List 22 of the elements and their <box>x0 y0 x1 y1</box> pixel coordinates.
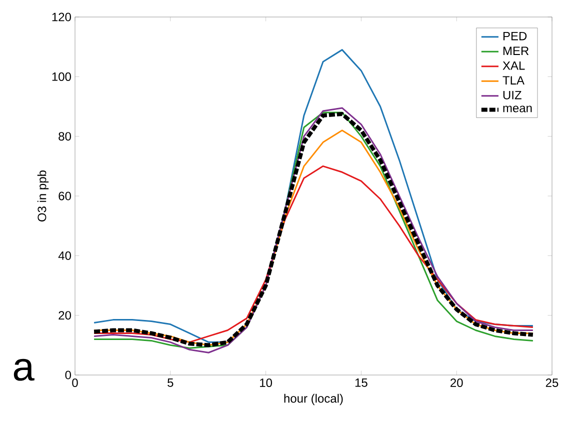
x-axis-title: hour (local) <box>284 394 343 406</box>
legend-label: MER <box>503 46 529 55</box>
x-tick-label: 0 <box>72 378 78 388</box>
x-tick-label: 5 <box>168 378 174 387</box>
x-tick-label: 10 <box>260 378 272 388</box>
x-tick-label: 25 <box>546 378 558 388</box>
y-tick-label: 40 <box>58 251 72 260</box>
legend-label: TLA <box>502 76 524 84</box>
y-tick-label: 100 <box>52 72 71 81</box>
y-tick-label: 80 <box>58 132 72 141</box>
legend-label: UIZ <box>503 90 522 100</box>
text: a <box>14 358 34 381</box>
y-tick-label: 60 <box>58 192 72 200</box>
x-tick-label: 20 <box>450 378 463 388</box>
y-tick-label: 20 <box>58 311 72 320</box>
x-tick-label: 15 <box>355 378 368 387</box>
legend-label: XAL <box>502 61 525 70</box>
y-tick-label: 0 <box>65 370 72 380</box>
legend-label: PED <box>503 32 527 40</box>
y-axis-title: O3 in ppb <box>37 170 49 222</box>
y-tick-label: 120 <box>52 12 71 22</box>
legend-label: mean <box>503 106 532 112</box>
